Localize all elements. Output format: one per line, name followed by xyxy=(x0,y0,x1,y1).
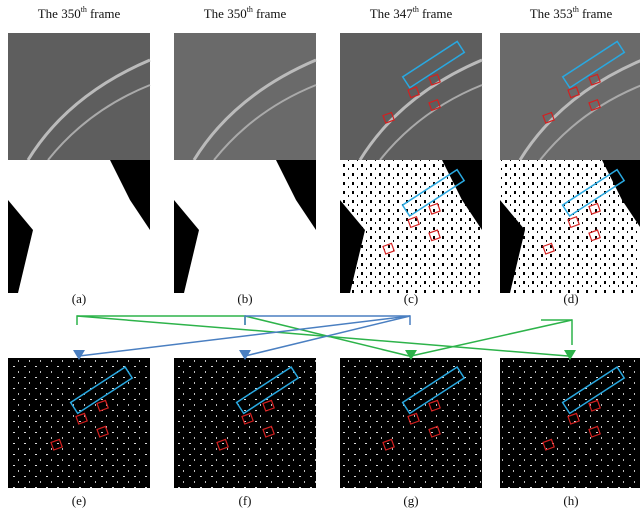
arrow-head xyxy=(239,350,251,360)
candidate-box xyxy=(428,99,441,112)
panel-label: (b) xyxy=(237,291,252,306)
target-box xyxy=(235,366,300,415)
candidate-box xyxy=(567,216,580,229)
candidate-box xyxy=(588,425,601,438)
title-number: The 350 xyxy=(204,6,247,21)
candidate-box xyxy=(96,425,109,438)
road-edge xyxy=(26,58,151,161)
panel-label: (g) xyxy=(403,493,418,508)
candidate-box xyxy=(382,438,395,451)
column-title: The 353th frame xyxy=(530,5,613,21)
candidate-box xyxy=(216,438,229,451)
road-edge xyxy=(539,84,640,161)
candidate-box xyxy=(50,438,63,451)
blue-arrow xyxy=(244,315,411,357)
title-suffix: th xyxy=(573,5,579,14)
road-edge xyxy=(358,58,483,161)
binary-dark xyxy=(174,200,199,293)
candidate-box xyxy=(542,111,555,124)
title-suffix: th xyxy=(81,5,87,14)
panel-label: (c) xyxy=(404,291,418,306)
title-suffix: th xyxy=(247,5,253,14)
title-rest: frame xyxy=(422,6,453,21)
candidate-box xyxy=(96,399,109,412)
title-rest: frame xyxy=(90,6,121,21)
title-rest: frame xyxy=(256,6,287,21)
road-edge xyxy=(213,84,317,161)
candidate-box xyxy=(75,412,88,425)
panel-label: (a) xyxy=(72,291,86,306)
gray-frame xyxy=(174,33,316,160)
target-box xyxy=(561,366,626,415)
target-box xyxy=(561,168,626,218)
candidate-box xyxy=(588,229,601,242)
arrow-head xyxy=(73,350,85,360)
candidate-box xyxy=(428,229,441,242)
candidate-box xyxy=(428,202,441,215)
title-number: The 350 xyxy=(38,6,81,21)
binary-dark xyxy=(8,200,33,293)
candidate-box xyxy=(588,399,601,412)
arrows xyxy=(73,315,576,360)
green-arrow xyxy=(76,315,569,357)
arrow-head xyxy=(405,350,417,360)
candidate-box xyxy=(407,86,420,99)
candidate-box xyxy=(542,242,555,255)
binary-dark xyxy=(110,160,150,230)
target-box xyxy=(401,168,466,218)
candidate-box xyxy=(382,242,395,255)
candidate-box xyxy=(588,73,601,86)
candidate-box xyxy=(428,73,441,86)
candidate-box xyxy=(262,399,275,412)
column-title: The 350th frame xyxy=(204,5,287,21)
candidate-box xyxy=(428,425,441,438)
panel-label: (h) xyxy=(563,493,578,508)
title-number: The 353 xyxy=(530,6,573,21)
panel-label: (f) xyxy=(239,493,252,508)
road-edge xyxy=(192,58,317,161)
blue-bracket xyxy=(244,315,411,325)
target-box xyxy=(561,40,626,89)
binary-dark xyxy=(340,200,365,293)
target-box xyxy=(401,366,466,415)
candidate-box xyxy=(567,412,580,425)
binary-dark xyxy=(442,160,482,230)
binary-dark xyxy=(602,160,640,227)
candidate-box xyxy=(241,412,254,425)
title-suffix: th xyxy=(413,5,419,14)
panel-label: (e) xyxy=(72,493,86,508)
target-box xyxy=(401,40,466,89)
gray-frame xyxy=(8,33,150,160)
candidate-box xyxy=(407,216,420,229)
candidate-box xyxy=(588,99,601,112)
title-number: The 347 xyxy=(370,6,413,21)
candidate-box xyxy=(542,438,555,451)
image-panels xyxy=(8,33,640,488)
gray-frame xyxy=(340,33,482,160)
candidate-box xyxy=(567,86,580,99)
road-edge xyxy=(379,84,483,161)
green-arrow xyxy=(410,319,573,357)
candidate-box xyxy=(262,425,275,438)
road-edge xyxy=(47,84,151,161)
candidate-box xyxy=(588,202,601,215)
binary-dark xyxy=(276,160,316,230)
road-edge xyxy=(518,59,640,161)
title-rest: frame xyxy=(582,6,613,21)
column-title: The 347th frame xyxy=(370,5,453,21)
column-title: The 350th frame xyxy=(38,5,121,21)
panel-label: (d) xyxy=(563,291,578,306)
candidate-box xyxy=(382,111,395,124)
binary-dark xyxy=(500,200,525,293)
candidate-box xyxy=(428,399,441,412)
candidate-box xyxy=(407,412,420,425)
blue-arrow xyxy=(78,315,411,357)
arrow-head xyxy=(564,350,576,360)
target-box xyxy=(69,366,134,415)
